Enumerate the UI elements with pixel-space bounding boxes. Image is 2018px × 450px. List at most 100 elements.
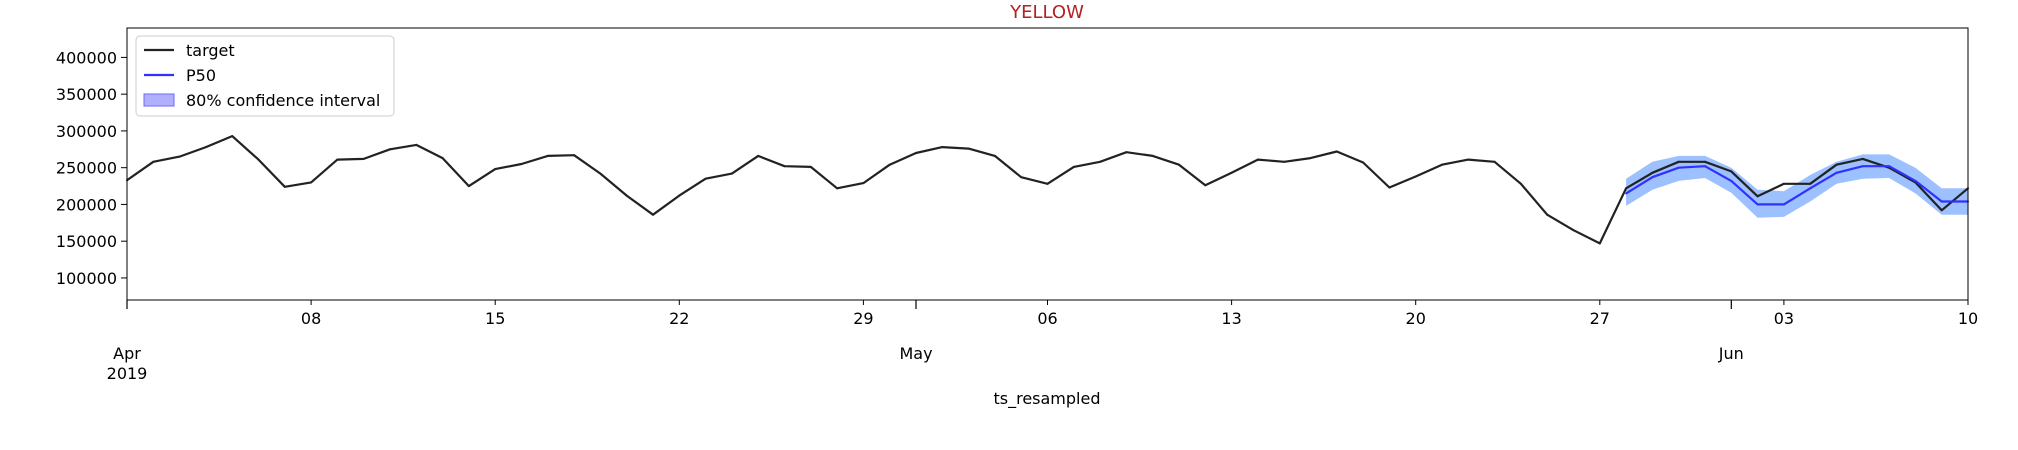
data-point-target xyxy=(1598,242,1601,245)
data-point-target xyxy=(993,154,996,157)
x-tick-label: 20 xyxy=(1406,309,1426,328)
y-tick-label: 300000 xyxy=(56,122,117,141)
data-point-target xyxy=(467,185,470,188)
data-point-target xyxy=(783,165,786,168)
data-point-target xyxy=(1230,171,1233,174)
confidence-interval-group xyxy=(1626,154,1968,218)
data-point-target xyxy=(1283,160,1286,163)
legend-swatch-ci xyxy=(143,93,175,107)
data-point-target xyxy=(1125,151,1128,154)
legend-label: P50 xyxy=(186,66,216,85)
x-year-label: 2019 xyxy=(107,364,148,383)
data-point-p50 xyxy=(1809,187,1812,190)
x-tick-label: 29 xyxy=(853,309,873,328)
data-point-target xyxy=(652,213,654,216)
data-point-target xyxy=(546,154,549,157)
data-point-p50 xyxy=(1782,203,1785,206)
data-point-target xyxy=(1099,160,1102,163)
data-point-target xyxy=(1704,160,1706,163)
data-point-target xyxy=(1940,209,1943,212)
data-point-target xyxy=(389,148,391,151)
data-point-target xyxy=(1546,213,1549,216)
data-point-target xyxy=(862,182,865,185)
legend-label: target xyxy=(186,41,235,60)
data-point-p50 xyxy=(1651,176,1654,179)
data-point-target xyxy=(1204,184,1207,187)
data-point-target xyxy=(836,187,839,190)
data-point-target xyxy=(809,165,812,168)
data-point-target xyxy=(1519,182,1522,185)
data-point-target xyxy=(730,172,733,175)
y-tick-label: 150000 xyxy=(56,232,117,251)
data-point-target xyxy=(441,157,444,160)
x-tick-label: 03 xyxy=(1774,309,1794,328)
data-point-target xyxy=(1072,165,1075,168)
data-point-target xyxy=(888,163,891,166)
data-point-p50 xyxy=(1940,200,1943,203)
y-tick-label: 400000 xyxy=(56,48,117,67)
data-point-target xyxy=(678,194,681,197)
data-point-target xyxy=(915,152,917,154)
data-point-p50 xyxy=(1704,165,1706,168)
data-point-target xyxy=(941,146,944,149)
data-point-target xyxy=(204,146,207,149)
series-line-p50 xyxy=(1625,165,1968,206)
data-point-target xyxy=(1020,176,1023,179)
data-point-target xyxy=(1756,195,1759,198)
series-line-target xyxy=(126,135,1969,245)
legend: target P50 80% confidence interval xyxy=(135,35,395,117)
data-point-target xyxy=(1730,170,1733,173)
data-point-p50 xyxy=(1835,171,1838,174)
legend-box xyxy=(135,35,395,117)
data-point-target xyxy=(257,158,260,161)
x-tick-label: 10 xyxy=(1958,309,1978,328)
data-point-target xyxy=(599,172,602,175)
data-point-target xyxy=(1809,182,1812,185)
data-point-target xyxy=(1572,229,1575,232)
data-point-target xyxy=(573,154,576,157)
data-point-target xyxy=(1677,160,1680,163)
data-point-target xyxy=(178,155,181,158)
x-tick-label: 27 xyxy=(1590,309,1610,328)
data-point-target xyxy=(520,163,523,165)
data-point-target xyxy=(1256,158,1259,161)
data-point-target xyxy=(1467,158,1470,161)
data-point-target xyxy=(336,158,339,161)
data-point-target xyxy=(1861,157,1864,160)
data-point-target xyxy=(1493,160,1496,163)
legend-label: 80% confidence interval xyxy=(186,91,380,110)
data-point-target xyxy=(1335,150,1338,153)
data-point-target xyxy=(1414,175,1417,178)
x-month-label: May xyxy=(899,344,932,363)
data-point-target xyxy=(310,181,313,184)
data-point-target xyxy=(1782,182,1785,185)
data-point-p50 xyxy=(1861,165,1864,168)
y-tick-label: 100000 xyxy=(56,269,117,288)
data-point-target xyxy=(704,177,707,180)
x-month-label: Apr xyxy=(113,344,141,363)
x-axis-label: ts_resampled xyxy=(993,389,1100,409)
data-point-target xyxy=(757,154,760,157)
data-point-target xyxy=(1441,163,1443,166)
data-point-target xyxy=(1046,182,1049,185)
data-point-p50 xyxy=(1677,166,1680,169)
data-point-target xyxy=(283,185,286,188)
y-tick-label: 350000 xyxy=(56,85,117,104)
x-month-label: Jun xyxy=(1718,344,1744,363)
data-point-target xyxy=(1309,157,1312,160)
data-point-target xyxy=(1151,154,1154,157)
series-group xyxy=(126,135,1969,245)
data-point-target xyxy=(1625,187,1628,190)
y-axis: 100000 150000 200000 250000 300000 350000 4000… xyxy=(56,48,127,288)
data-point-target xyxy=(152,160,155,163)
x-tick-label: 15 xyxy=(485,309,505,328)
data-point-target xyxy=(1651,171,1654,174)
data-point-target xyxy=(967,147,970,150)
chart-title: YELLOW xyxy=(1009,2,1084,23)
data-point-p50 xyxy=(1730,179,1733,182)
data-point-target xyxy=(362,157,365,160)
data-point-p50 xyxy=(1888,165,1891,168)
data-point-target xyxy=(1388,186,1391,189)
